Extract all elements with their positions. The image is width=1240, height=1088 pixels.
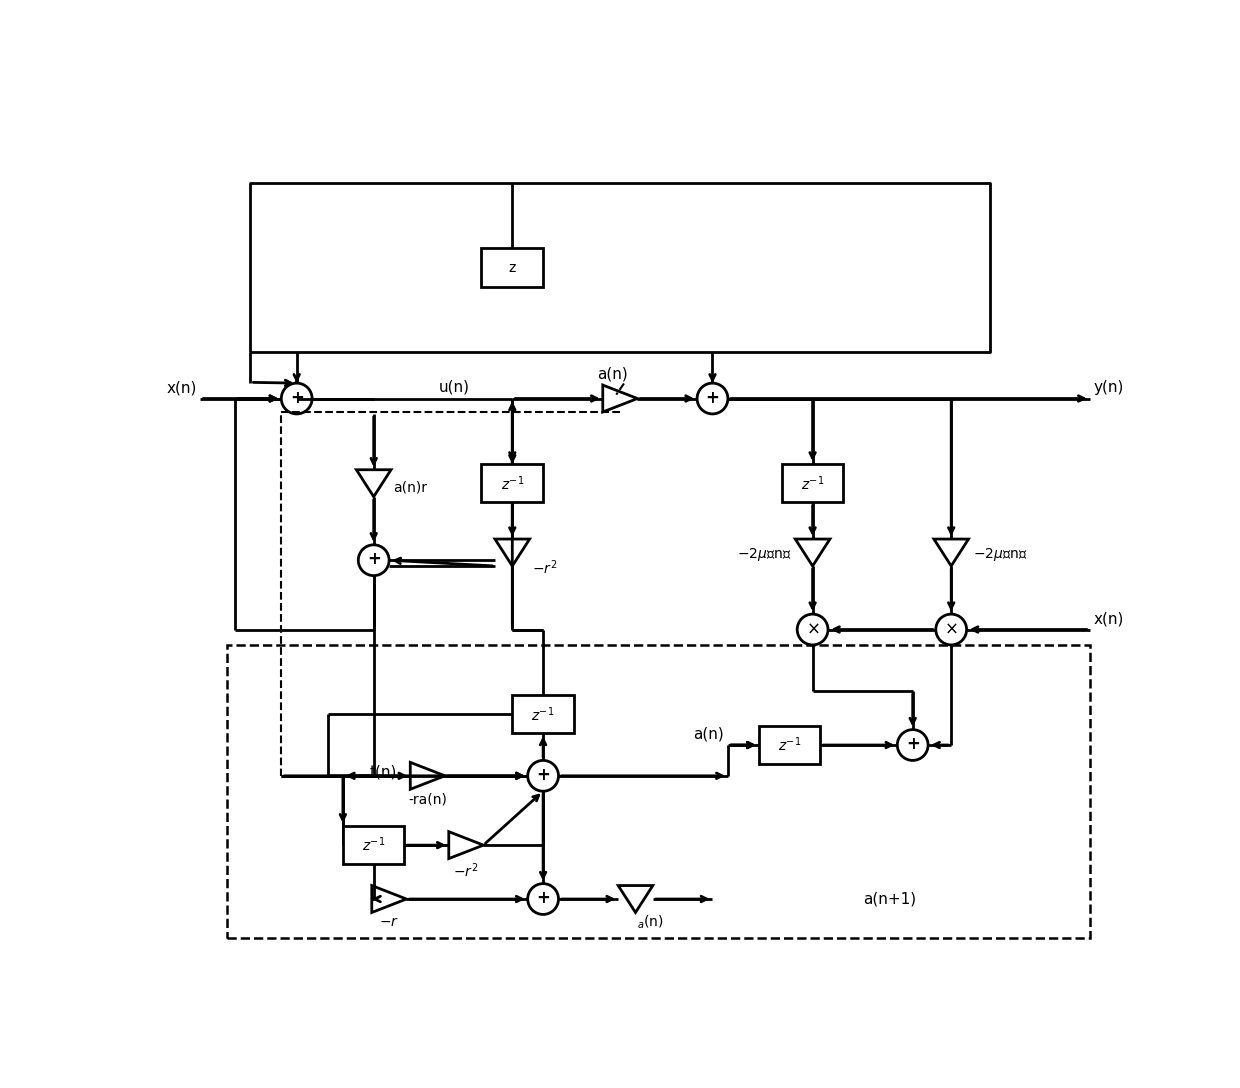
Text: +: +	[367, 551, 381, 568]
Text: -ra(n): -ra(n)	[408, 792, 448, 806]
Text: a(n)r: a(n)r	[393, 480, 427, 494]
Bar	[759, 726, 821, 764]
Text: a(n): a(n)	[596, 367, 627, 382]
Text: $-2\mu$（n）: $-2\mu$（n）	[737, 545, 791, 562]
Text: $-2\mu$（n）: $-2\mu$（n）	[972, 545, 1027, 562]
Bar	[512, 695, 574, 733]
Text: $z^{-1}$: $z^{-1}$	[362, 836, 386, 854]
Text: a(n): a(n)	[693, 727, 724, 742]
Text: $-r^2$: $-r^2$	[532, 558, 557, 578]
Text: $z^{-1}$: $z^{-1}$	[801, 474, 825, 493]
Bar	[343, 826, 404, 864]
Text: a(n+1): a(n+1)	[863, 891, 916, 906]
Text: $z^{-1}$: $z^{-1}$	[777, 735, 801, 754]
Text: t(n): t(n)	[370, 765, 397, 779]
Bar	[481, 463, 543, 503]
Text: u(n): u(n)	[439, 380, 470, 395]
Text: +: +	[536, 889, 551, 907]
Text: +: +	[536, 766, 551, 784]
Text: $_a$(n): $_a$(n)	[637, 914, 663, 931]
Text: +: +	[905, 735, 920, 753]
Text: +: +	[290, 388, 304, 407]
Text: $z^{-1}$: $z^{-1}$	[501, 474, 525, 493]
Bar	[227, 645, 1090, 938]
Text: $\times$: $\times$	[945, 620, 959, 638]
Text: y(n): y(n)	[1094, 381, 1123, 395]
Bar	[781, 463, 843, 503]
Text: x(n): x(n)	[166, 381, 197, 395]
Text: +: +	[706, 388, 719, 407]
Text: $\times$: $\times$	[806, 620, 820, 638]
Text: $z^{-1}$: $z^{-1}$	[532, 705, 554, 724]
Text: z: z	[508, 261, 516, 274]
Text: x(n): x(n)	[1094, 611, 1123, 627]
Text: $-r^2$: $-r^2$	[454, 862, 479, 880]
Bar	[481, 248, 543, 287]
Text: $-r$: $-r$	[379, 915, 399, 929]
